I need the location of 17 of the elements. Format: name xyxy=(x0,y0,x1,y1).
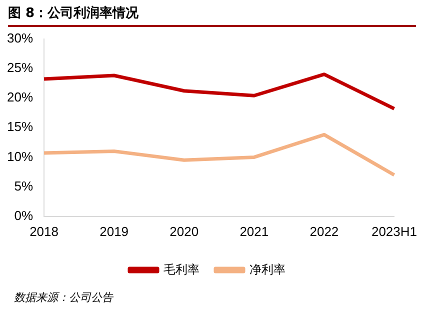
y-tick-label: 30% xyxy=(6,30,34,46)
legend-label: 毛利率 xyxy=(164,262,200,276)
chart-title: 图 8：公司利润率情况 xyxy=(8,4,416,27)
x-tick-label: 2022 xyxy=(310,224,339,239)
y-tick-label: 5% xyxy=(14,178,34,194)
y-tick-label: 10% xyxy=(6,148,34,164)
x-tick-label: 2023H1 xyxy=(371,224,418,239)
y-tick-label: 20% xyxy=(6,90,34,105)
source-note: 数据来源：公司公告 xyxy=(14,290,113,305)
x-tick-label: 2018 xyxy=(30,224,58,239)
legend-label: 净利率 xyxy=(250,262,286,276)
y-tick-label: 25% xyxy=(6,60,34,75)
y-tick-label: 0% xyxy=(14,208,34,223)
y-tick-label: 15% xyxy=(6,119,34,134)
x-tick-label: 2021 xyxy=(240,224,269,239)
x-tick-label: 2019 xyxy=(100,224,129,239)
x-tick-label: 2020 xyxy=(170,224,199,239)
